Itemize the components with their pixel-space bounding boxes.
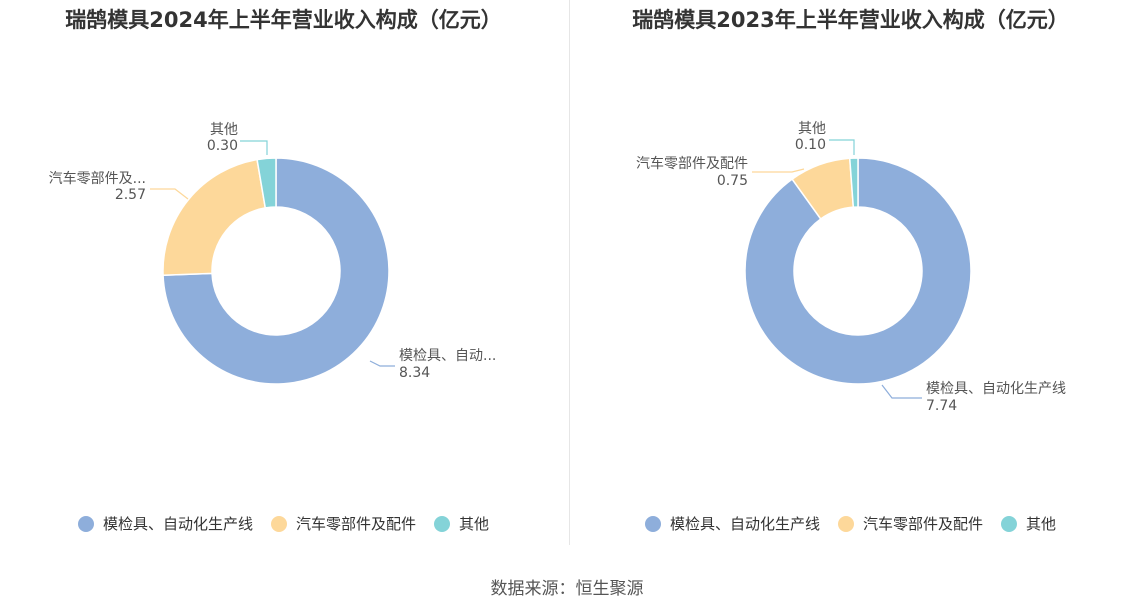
legend-item-auto-parts[interactable]: 汽车零部件及配件 <box>837 513 983 534</box>
leader-line <box>369 360 395 367</box>
legend-label: 汽车零部件及配件 <box>862 515 983 533</box>
legend-marker-auto-parts <box>837 515 854 532</box>
slice-value-label: 0.75 <box>717 173 748 189</box>
slice-other[interactable] <box>256 157 277 209</box>
leader-line <box>240 140 268 155</box>
leader-line <box>829 139 855 155</box>
label-other: 其他0.30 <box>207 122 268 155</box>
label-other: 其他0.10 <box>795 121 855 155</box>
leader-line <box>881 384 922 399</box>
chart-title: 瑞鹄模具2024年上半年营业收入构成（亿元） <box>65 8 502 32</box>
slice-name-label: 汽车零部件及配件 <box>636 155 748 172</box>
legend-item-mold[interactable]: 模检具、自动化生产线 <box>77 513 253 534</box>
slice-mold[interactable] <box>744 157 972 385</box>
chart-title: 瑞鹄模具2023年上半年营业收入构成（亿元） <box>632 8 1069 32</box>
chart-legend: 模检具、自动化生产线 汽车零部件及配件 其他 <box>567 513 1134 534</box>
label-auto-parts: 汽车零部件及...2.57 <box>49 170 189 203</box>
legend-label: 其他 <box>1026 515 1057 533</box>
slice-name-label: 其他 <box>798 121 826 137</box>
legend-label: 模检具、自动化生产线 <box>102 515 253 533</box>
data-source: 数据来源：恒生聚源 <box>490 579 644 599</box>
chart-panel-2024: 瑞鹄模具2024年上半年营业收入构成（亿元） 模检具、自动... 8.34 汽车零部… <box>0 0 567 560</box>
slice-name-label: 其他 <box>210 122 238 138</box>
slice-name-label: 汽车零部件及... <box>49 170 146 187</box>
legend-marker-mold <box>644 515 661 532</box>
label-mold: 模检具、自动...8.34 <box>369 348 496 381</box>
legend-label: 其他 <box>459 515 490 533</box>
slice-value-label: 8.34 <box>399 365 430 381</box>
donut-chart: 模检具、自动...8.34 汽车零部件及...2.57 其他0.30 <box>49 122 496 385</box>
legend-item-other[interactable]: 其他 <box>1001 513 1056 534</box>
slice-name-label: 模检具、自动... <box>399 348 496 364</box>
legend-marker-auto-parts <box>270 515 287 532</box>
chart-legend: 模检具、自动化生产线 汽车零部件及配件 其他 <box>0 513 567 534</box>
legend-marker-other <box>1001 515 1017 532</box>
panel-divider <box>569 0 570 545</box>
slice-value-label: 0.30 <box>207 138 238 154</box>
slice-mold[interactable] <box>162 157 390 385</box>
slice-name-label: 模检具、自动化生产线 <box>926 381 1066 397</box>
legend-marker-other <box>434 515 450 532</box>
slice-auto-parts[interactable] <box>162 158 267 277</box>
leader-line <box>752 168 805 173</box>
legend-item-auto-parts[interactable]: 汽车零部件及配件 <box>270 513 416 534</box>
legend-item-mold[interactable]: 模检具、自动化生产线 <box>644 513 820 534</box>
slice-value-label: 2.57 <box>115 187 146 203</box>
slice-other[interactable] <box>848 157 859 208</box>
legend-marker-mold <box>77 515 94 532</box>
chart-panel-2023: 瑞鹄模具2023年上半年营业收入构成（亿元） 模检具、自动化生产线 7.74 汽车零… <box>567 0 1134 560</box>
legend-label: 模检具、自动化生产线 <box>669 515 820 533</box>
legend-label: 汽车零部件及配件 <box>295 515 416 533</box>
legend-item-other[interactable]: 其他 <box>434 513 489 534</box>
leader-line <box>150 188 189 200</box>
slice-value-label: 0.10 <box>795 137 826 153</box>
slice-value-label: 7.74 <box>926 398 957 414</box>
